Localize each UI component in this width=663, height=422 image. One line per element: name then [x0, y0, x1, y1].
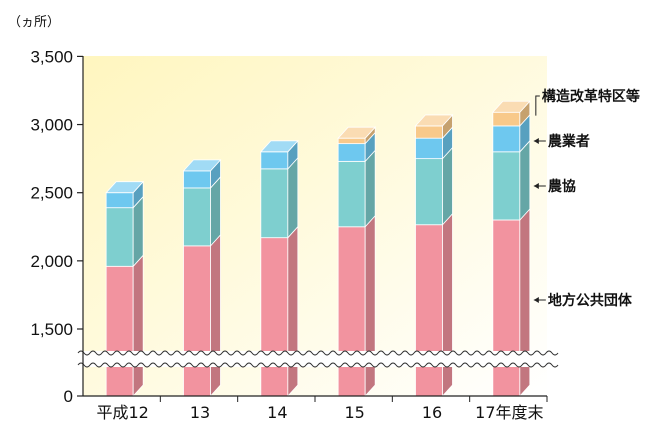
unit-label: （ヵ所）	[8, 15, 60, 30]
y-tick-label: 3,000	[30, 116, 73, 135]
legend-label: 農業者	[548, 133, 590, 150]
bar-segment	[491, 100, 531, 127]
bar-segment	[182, 158, 222, 189]
legend-label: 構造改革特区等	[542, 88, 640, 105]
bar-segment	[105, 254, 144, 398]
bars-layer	[105, 100, 531, 398]
bar-segment	[337, 214, 376, 398]
legend-arrowhead	[533, 138, 539, 144]
bar-segment	[492, 113, 531, 153]
axis-break	[77, 350, 559, 368]
x-category-label: 17年度末	[475, 403, 543, 422]
plot-background	[83, 56, 547, 396]
bar-segment	[337, 126, 377, 145]
y-ticks-layer: 0 1,500 2,000 2,500 3,000 3,500	[30, 47, 83, 406]
break-wave	[77, 350, 559, 356]
y-tick-label: 0	[64, 387, 73, 406]
bar-segment	[415, 146, 453, 226]
bar-segment	[260, 225, 299, 398]
legend-arrowhead	[533, 297, 539, 303]
x-category-label: 16	[422, 403, 442, 422]
bar-segment	[105, 180, 145, 209]
y-tick-label: 2,500	[30, 184, 73, 203]
x-categories-layer: 平成12 13 14 15 16 17年度末	[96, 396, 548, 422]
break-band	[78, 351, 548, 367]
bar-segment	[492, 207, 531, 398]
y-tick-label: 2,000	[30, 252, 73, 271]
x-category-label: 平成12	[96, 403, 148, 422]
bar-segment	[259, 139, 299, 170]
x-category-label: 14	[267, 403, 287, 422]
bar-segment	[260, 156, 299, 239]
legend-arrowhead	[533, 183, 539, 189]
bar-segment	[492, 139, 531, 221]
bar-segment	[415, 212, 453, 398]
break-wave	[77, 362, 559, 368]
bar-segment	[414, 113, 454, 140]
y-tick-label: 1,500	[30, 320, 73, 339]
legend-label: 地方公共団体	[548, 292, 633, 309]
legend-label: 農協	[548, 178, 576, 195]
y-tick-label: 3,500	[30, 47, 73, 66]
bar-segment	[337, 149, 376, 228]
x-category-label: 13	[190, 403, 210, 422]
x-category-label: 15	[344, 403, 364, 422]
bar-segment	[183, 233, 221, 398]
legend-leader	[535, 95, 540, 116]
bar-segment	[183, 175, 221, 247]
